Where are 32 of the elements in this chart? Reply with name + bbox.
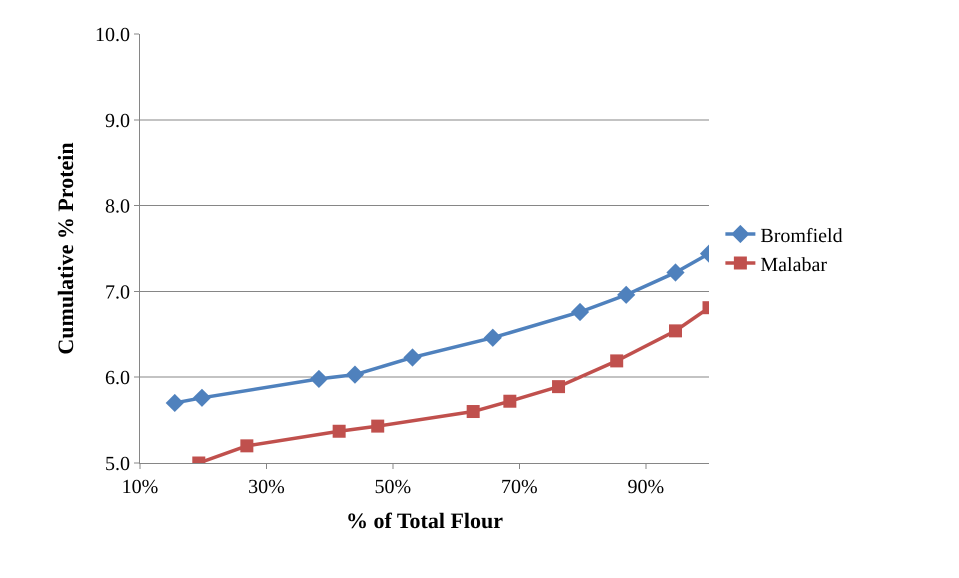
x-tick-label: 90% <box>627 476 664 498</box>
y-tick-label: 6.0 <box>105 367 130 390</box>
point <box>503 394 516 408</box>
point <box>552 380 566 394</box>
point <box>666 263 685 282</box>
point <box>310 370 328 388</box>
point <box>484 328 502 347</box>
x-tick-label: 30% <box>248 476 285 498</box>
point <box>371 420 384 433</box>
y-tick-label: 10.0 <box>95 24 130 46</box>
x-tick-label: 50% <box>374 476 412 498</box>
point <box>570 302 590 322</box>
point <box>617 286 636 304</box>
y-tick-label: 9.0 <box>105 110 130 132</box>
y-tick-label: 8.0 <box>105 196 130 218</box>
y-axis-title: Cumulative % Protein <box>52 142 78 355</box>
point <box>332 424 346 438</box>
x-axis-title: % of Total Flour <box>346 508 504 533</box>
y-tick-label: 5.0 <box>105 453 130 475</box>
x-tick-label: 70% <box>500 476 538 498</box>
point <box>192 388 212 407</box>
y-tick-label: 7.0 <box>105 281 130 304</box>
legend-label: Bromfield <box>760 224 843 247</box>
point <box>403 348 422 367</box>
point <box>610 354 624 368</box>
point <box>240 439 254 452</box>
legend-label: Malabar <box>760 254 828 276</box>
point <box>466 405 480 418</box>
point <box>166 394 184 412</box>
point <box>668 324 682 338</box>
point <box>346 366 364 384</box>
x-tick-label: 10% <box>122 476 158 498</box>
